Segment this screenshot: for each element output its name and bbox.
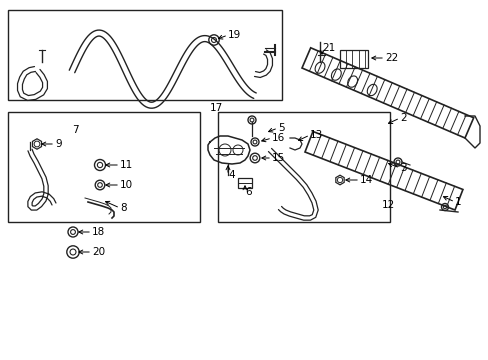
Text: 18: 18 xyxy=(92,227,105,237)
Text: 21: 21 xyxy=(321,43,335,53)
Text: 11: 11 xyxy=(120,160,133,170)
Bar xyxy=(8,10,282,100)
Bar xyxy=(8,112,200,222)
Bar xyxy=(339,50,367,68)
Bar xyxy=(238,178,251,188)
Text: 14: 14 xyxy=(359,175,372,185)
Text: 6: 6 xyxy=(244,187,251,197)
Text: 19: 19 xyxy=(227,30,241,40)
Text: 9: 9 xyxy=(55,139,61,149)
Text: 7: 7 xyxy=(72,125,79,135)
Text: 10: 10 xyxy=(120,180,133,190)
Text: 15: 15 xyxy=(271,153,285,163)
Text: 13: 13 xyxy=(309,130,323,140)
Text: 3: 3 xyxy=(399,163,406,173)
Text: 4: 4 xyxy=(227,170,234,180)
Text: 12: 12 xyxy=(381,200,394,210)
Text: 5: 5 xyxy=(278,123,284,133)
Text: 8: 8 xyxy=(120,203,126,213)
Text: 16: 16 xyxy=(271,133,285,143)
Text: 20: 20 xyxy=(92,247,105,257)
Bar xyxy=(218,112,389,222)
Text: 17: 17 xyxy=(209,103,223,113)
Text: 2: 2 xyxy=(399,113,406,123)
Text: 22: 22 xyxy=(384,53,397,63)
Text: 1: 1 xyxy=(454,197,461,207)
